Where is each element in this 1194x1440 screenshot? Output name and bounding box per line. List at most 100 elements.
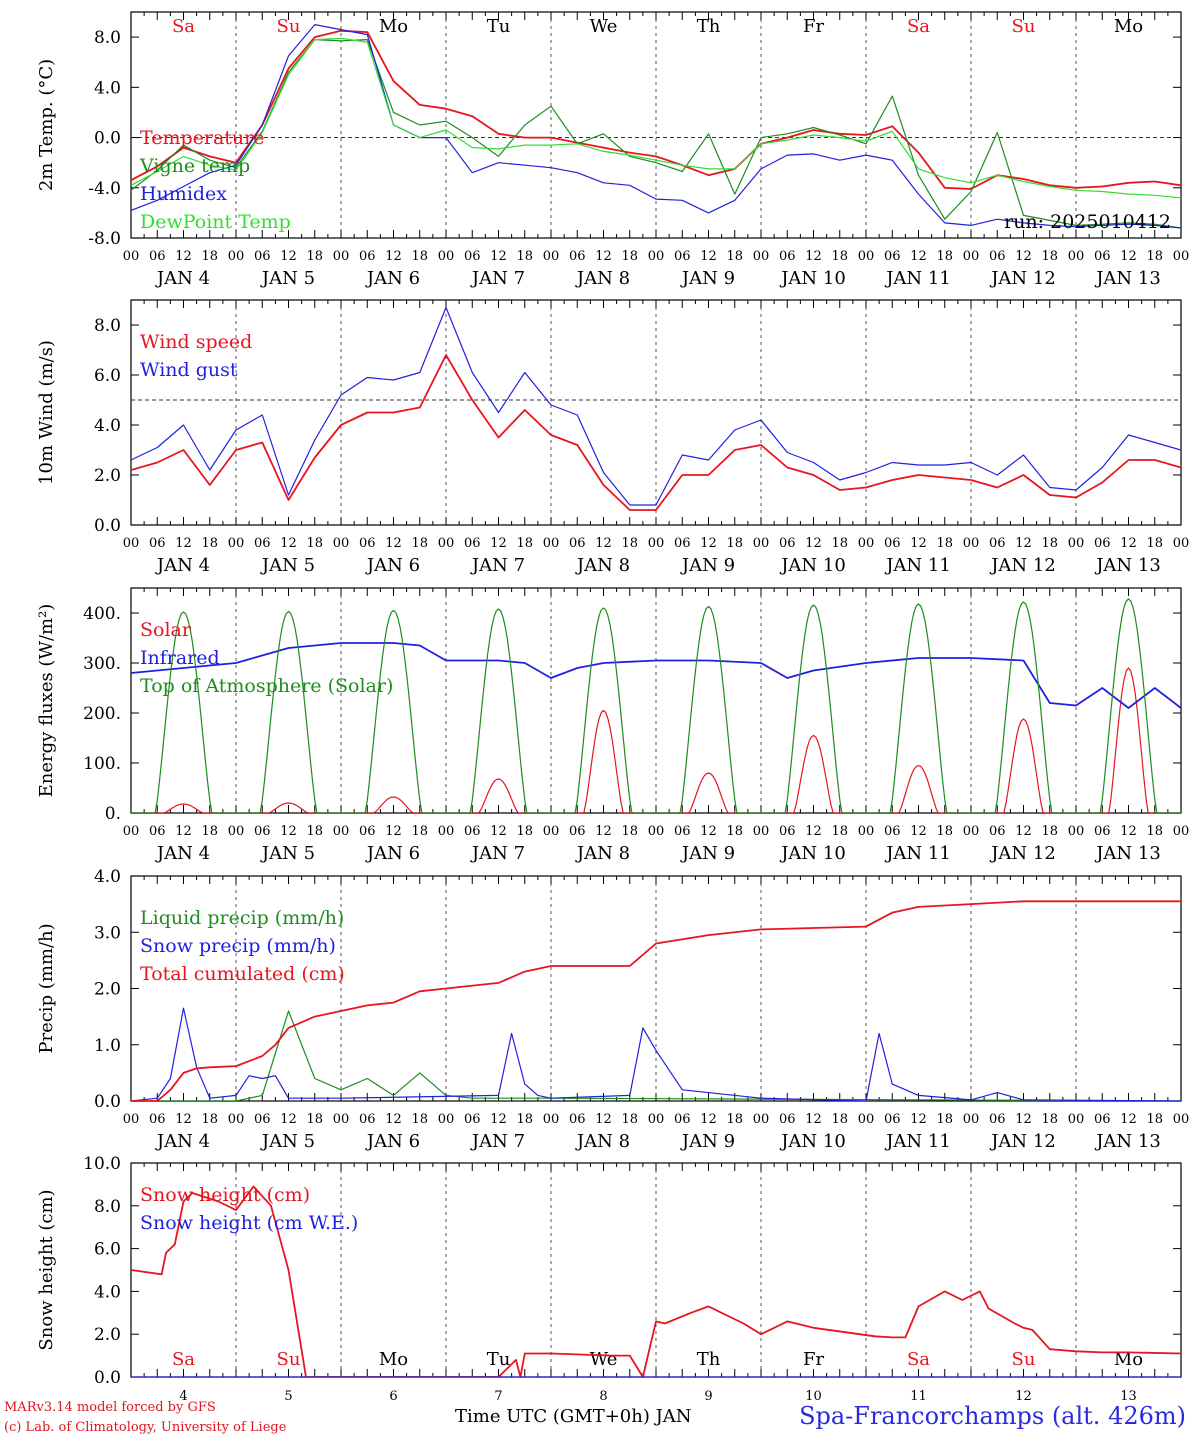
hour-tick-label: 18 bbox=[411, 249, 428, 264]
series-line-dewpoint-temp bbox=[131, 37, 1181, 199]
weekday-label: Fr bbox=[803, 1349, 824, 1370]
hour-tick-label: 12 bbox=[175, 1112, 192, 1127]
date-label: JAN 4 bbox=[155, 268, 210, 289]
hour-tick-label: 12 bbox=[490, 1112, 507, 1127]
hour-tick-label: 00 bbox=[228, 249, 245, 264]
hour-tick-label: 18 bbox=[516, 1112, 533, 1127]
panel-2: 0.0 2.0 4.0 6.0 8.0 10m Wind (m/s) 00 06 12 18 00 0… bbox=[36, 299, 1190, 576]
y-tick-label: 400. bbox=[83, 604, 121, 624]
hour-tick-label: 00 bbox=[333, 1112, 350, 1127]
day-number-label: 6 bbox=[389, 1389, 397, 1404]
hour-tick-label: 00 bbox=[123, 249, 140, 264]
hour-tick-label: 00 bbox=[333, 249, 350, 264]
legend-entry: Snow height (cm) bbox=[140, 1184, 310, 1206]
y-tick-label: 0. bbox=[105, 804, 121, 824]
y-tick-label: 8.0 bbox=[94, 1197, 121, 1217]
hour-tick-label: 06 bbox=[674, 249, 691, 264]
hour-tick-label: 18 bbox=[831, 1112, 848, 1127]
hour-tick-label: 12 bbox=[1015, 536, 1032, 551]
legend-entry: Solar bbox=[140, 619, 192, 641]
y-tick-label: 1.0 bbox=[94, 1036, 121, 1056]
y-tick-label: 4.0 bbox=[94, 1282, 121, 1302]
legend-entry: Liquid precip (mm/h) bbox=[140, 907, 344, 929]
hour-tick-label: 00 bbox=[438, 824, 455, 839]
hour-tick-label: 12 bbox=[700, 249, 717, 264]
date-label: JAN 9 bbox=[680, 555, 735, 576]
hour-tick-label: 18 bbox=[621, 249, 638, 264]
hour-tick-label: 00 bbox=[648, 1112, 665, 1127]
hour-tick-label: 00 bbox=[333, 824, 350, 839]
hour-tick-label: 18 bbox=[516, 249, 533, 264]
hour-tick-label: 06 bbox=[464, 1112, 481, 1127]
date-label: JAN 5 bbox=[260, 268, 315, 289]
date-label: JAN 11 bbox=[884, 555, 951, 576]
y-tick-label: 2.0 bbox=[94, 466, 121, 486]
panel-4: 0.0 1.0 2.0 3.0 4.0 Precip (mm/h) 00 06 12 18 00 06… bbox=[36, 867, 1189, 1152]
date-label: JAN 12 bbox=[989, 843, 1056, 864]
date-label: JAN 5 bbox=[260, 1131, 315, 1152]
date-label: JAN 7 bbox=[470, 1131, 525, 1152]
hour-tick-label: 06 bbox=[149, 249, 166, 264]
y-axis-label: Snow height (cm) bbox=[36, 1189, 57, 1350]
hour-tick-label: 06 bbox=[149, 536, 166, 551]
hour-tick-label: 18 bbox=[936, 249, 953, 264]
panel-3: 0. 100. 200. 300. 400. Energy fluxes (W/m²) 00… bbox=[36, 587, 1189, 864]
series-line-solar bbox=[131, 667, 1181, 813]
hour-tick-label: 00 bbox=[648, 249, 665, 264]
series-line-infrared bbox=[131, 642, 1181, 709]
hour-tick-label: 00 bbox=[228, 1112, 245, 1127]
weekday-label: Mo bbox=[1114, 16, 1143, 37]
series-line-snow-precip-mm-h- bbox=[131, 1007, 1181, 1101]
date-label: JAN 13 bbox=[1094, 1131, 1161, 1152]
date-label: JAN 13 bbox=[1094, 843, 1161, 864]
hour-tick-label: 18 bbox=[201, 536, 218, 551]
series-group bbox=[131, 1185, 1181, 1377]
hour-tick-label: 06 bbox=[884, 249, 901, 264]
weekday-label: Sa bbox=[907, 16, 930, 37]
hour-tick-label: 18 bbox=[306, 824, 323, 839]
hour-tick-label: 00 bbox=[228, 536, 245, 551]
weekday-label: We bbox=[590, 16, 618, 37]
hour-tick-label: 12 bbox=[1015, 824, 1032, 839]
hour-tick-label: 00 bbox=[1068, 249, 1085, 264]
hour-tick-label: 12 bbox=[595, 536, 612, 551]
hour-tick-label: 00 bbox=[438, 249, 455, 264]
legend-entry: Temperature bbox=[140, 127, 264, 149]
hour-tick-label: 00 bbox=[858, 249, 875, 264]
hour-tick-label: 12 bbox=[175, 536, 192, 551]
model-credit: MARv3.14 model forced by GFS bbox=[4, 1400, 216, 1415]
hour-tick-label: 00 bbox=[1173, 536, 1190, 551]
hour-tick-label: 18 bbox=[1146, 249, 1163, 264]
hour-tick-label: 18 bbox=[1041, 824, 1058, 839]
day-number-label: 4 bbox=[179, 1389, 187, 1404]
date-label: JAN 11 bbox=[884, 843, 951, 864]
hour-tick-label: 12 bbox=[490, 249, 507, 264]
hour-tick-label: 18 bbox=[201, 824, 218, 839]
hour-tick-label: 06 bbox=[359, 824, 376, 839]
series-group bbox=[131, 900, 1181, 1101]
date-label: JAN 4 bbox=[155, 1131, 210, 1152]
hour-tick-label: 06 bbox=[1094, 824, 1111, 839]
hour-tick-label: 18 bbox=[306, 1112, 323, 1127]
legend-entry: Infrared bbox=[140, 647, 220, 669]
legend-entry: Top of Atmosphere (Solar) bbox=[140, 675, 393, 697]
y-axis-label: 2m Temp. (°C) bbox=[36, 59, 57, 191]
series-line-humidex bbox=[131, 24, 1181, 229]
hour-tick-label: 06 bbox=[674, 1112, 691, 1127]
hour-tick-label: 12 bbox=[805, 824, 822, 839]
weekday-label: Su bbox=[1012, 1349, 1036, 1370]
hour-tick-label: 18 bbox=[201, 1112, 218, 1127]
hour-tick-label: 12 bbox=[280, 1112, 297, 1127]
y-tick-label: 2.0 bbox=[94, 1325, 121, 1345]
date-label: JAN 4 bbox=[155, 555, 210, 576]
y-axis-label: Energy fluxes (W/m²) bbox=[36, 604, 57, 798]
hour-tick-label: 12 bbox=[805, 536, 822, 551]
weekday-label: Sa bbox=[172, 1349, 195, 1370]
weekday-label: Th bbox=[697, 1349, 721, 1370]
hour-tick-label: 00 bbox=[438, 1112, 455, 1127]
hour-tick-label: 06 bbox=[464, 249, 481, 264]
hour-tick-label: 12 bbox=[910, 536, 927, 551]
hour-tick-label: 12 bbox=[910, 1112, 927, 1127]
legend-entry: Wind speed bbox=[140, 331, 252, 353]
date-label: JAN 8 bbox=[575, 555, 630, 576]
